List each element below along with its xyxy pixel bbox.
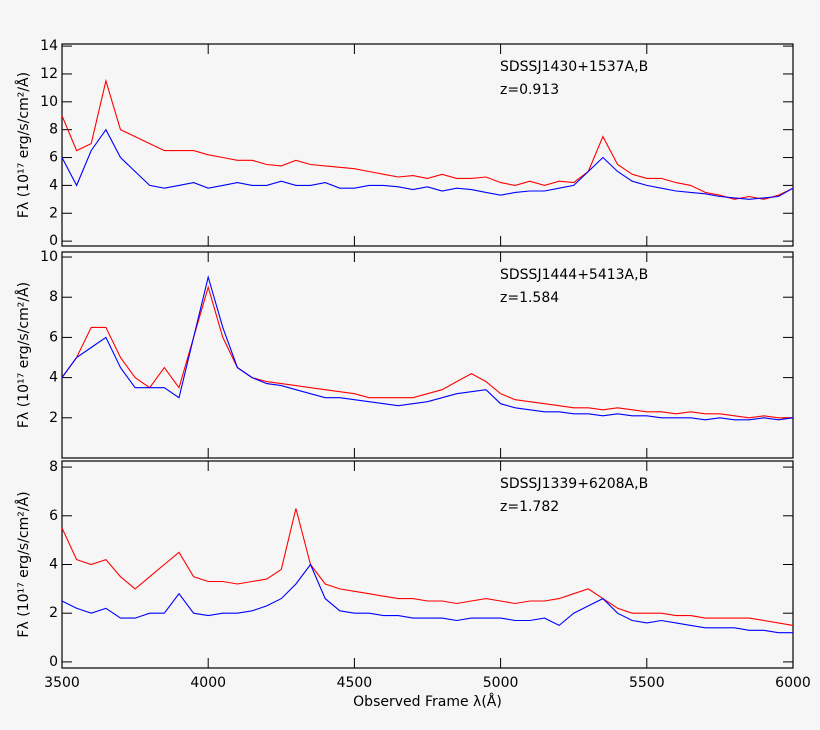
y-tick-label: 2 bbox=[49, 410, 58, 426]
y-tick-label: 4 bbox=[49, 557, 58, 573]
annotation: z=1.782 bbox=[500, 499, 559, 515]
x-axis-label: Observed Frame λ(Å) bbox=[353, 693, 502, 710]
y-tick-label: 14 bbox=[40, 38, 58, 54]
y-tick-label: 4 bbox=[49, 177, 58, 193]
annotation: z=0.913 bbox=[500, 82, 559, 98]
plot-frame bbox=[61, 251, 794, 459]
y-tick-label: 8 bbox=[49, 122, 58, 138]
y-tick-label: 6 bbox=[49, 508, 58, 524]
y-tick-label: 8 bbox=[49, 459, 58, 475]
x-tick-label: 4000 bbox=[190, 675, 226, 691]
spectrum-line bbox=[61, 285, 793, 419]
y-tick-label: 0 bbox=[49, 654, 58, 670]
annotation: SDSSJ1444+5413A,B bbox=[500, 267, 648, 283]
y-tick-label: 4 bbox=[49, 370, 58, 386]
y-tick-label: 10 bbox=[40, 249, 58, 265]
y-tick-label: 12 bbox=[40, 66, 58, 82]
y-tick-label: 2 bbox=[49, 205, 58, 221]
y-axis-label: Fλ (10¹⁷ erg/s/cm²/Å) bbox=[15, 491, 32, 637]
y-tick-label: 10 bbox=[40, 94, 58, 110]
y-axis-label: Fλ (10¹⁷ erg/s/cm²/Å) bbox=[15, 282, 32, 428]
x-tick-label: 6000 bbox=[775, 675, 811, 691]
x-tick-label: 3500 bbox=[44, 675, 80, 691]
annotation: z=1.584 bbox=[500, 290, 559, 306]
y-tick-label: 6 bbox=[49, 329, 58, 345]
annotation: SDSSJ1430+1537A,B bbox=[500, 59, 648, 75]
annotation: SDSSJ1339+6208A,B bbox=[500, 476, 648, 492]
y-tick-label: 6 bbox=[49, 150, 58, 166]
y-tick-label: 0 bbox=[49, 233, 58, 249]
x-tick-label: 5500 bbox=[629, 675, 665, 691]
spectrum-line bbox=[61, 508, 794, 626]
plot-frame bbox=[61, 43, 794, 247]
y-axis-label: Fλ (10¹⁷ erg/s/cm²/Å) bbox=[15, 72, 32, 218]
y-tick-label: 2 bbox=[49, 605, 58, 621]
spectrum-line bbox=[61, 128, 794, 200]
spectrum-line bbox=[61, 274, 794, 421]
x-tick-label: 4500 bbox=[337, 675, 373, 691]
x-tick-label: 5000 bbox=[483, 675, 519, 691]
y-tick-label: 8 bbox=[49, 289, 58, 305]
spectrum-line bbox=[61, 78, 794, 200]
spectrum-line bbox=[61, 563, 793, 634]
plot-frame bbox=[61, 460, 794, 669]
